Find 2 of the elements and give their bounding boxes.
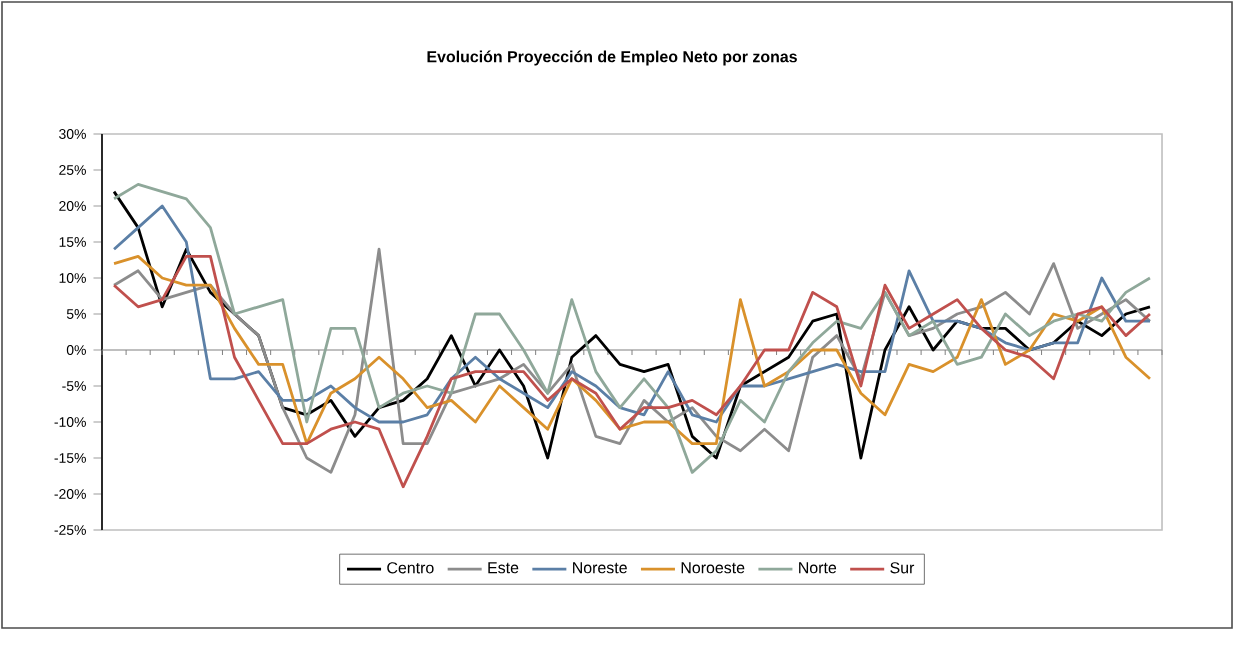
line-series xyxy=(112,204,1152,424)
line-series xyxy=(112,254,1152,445)
